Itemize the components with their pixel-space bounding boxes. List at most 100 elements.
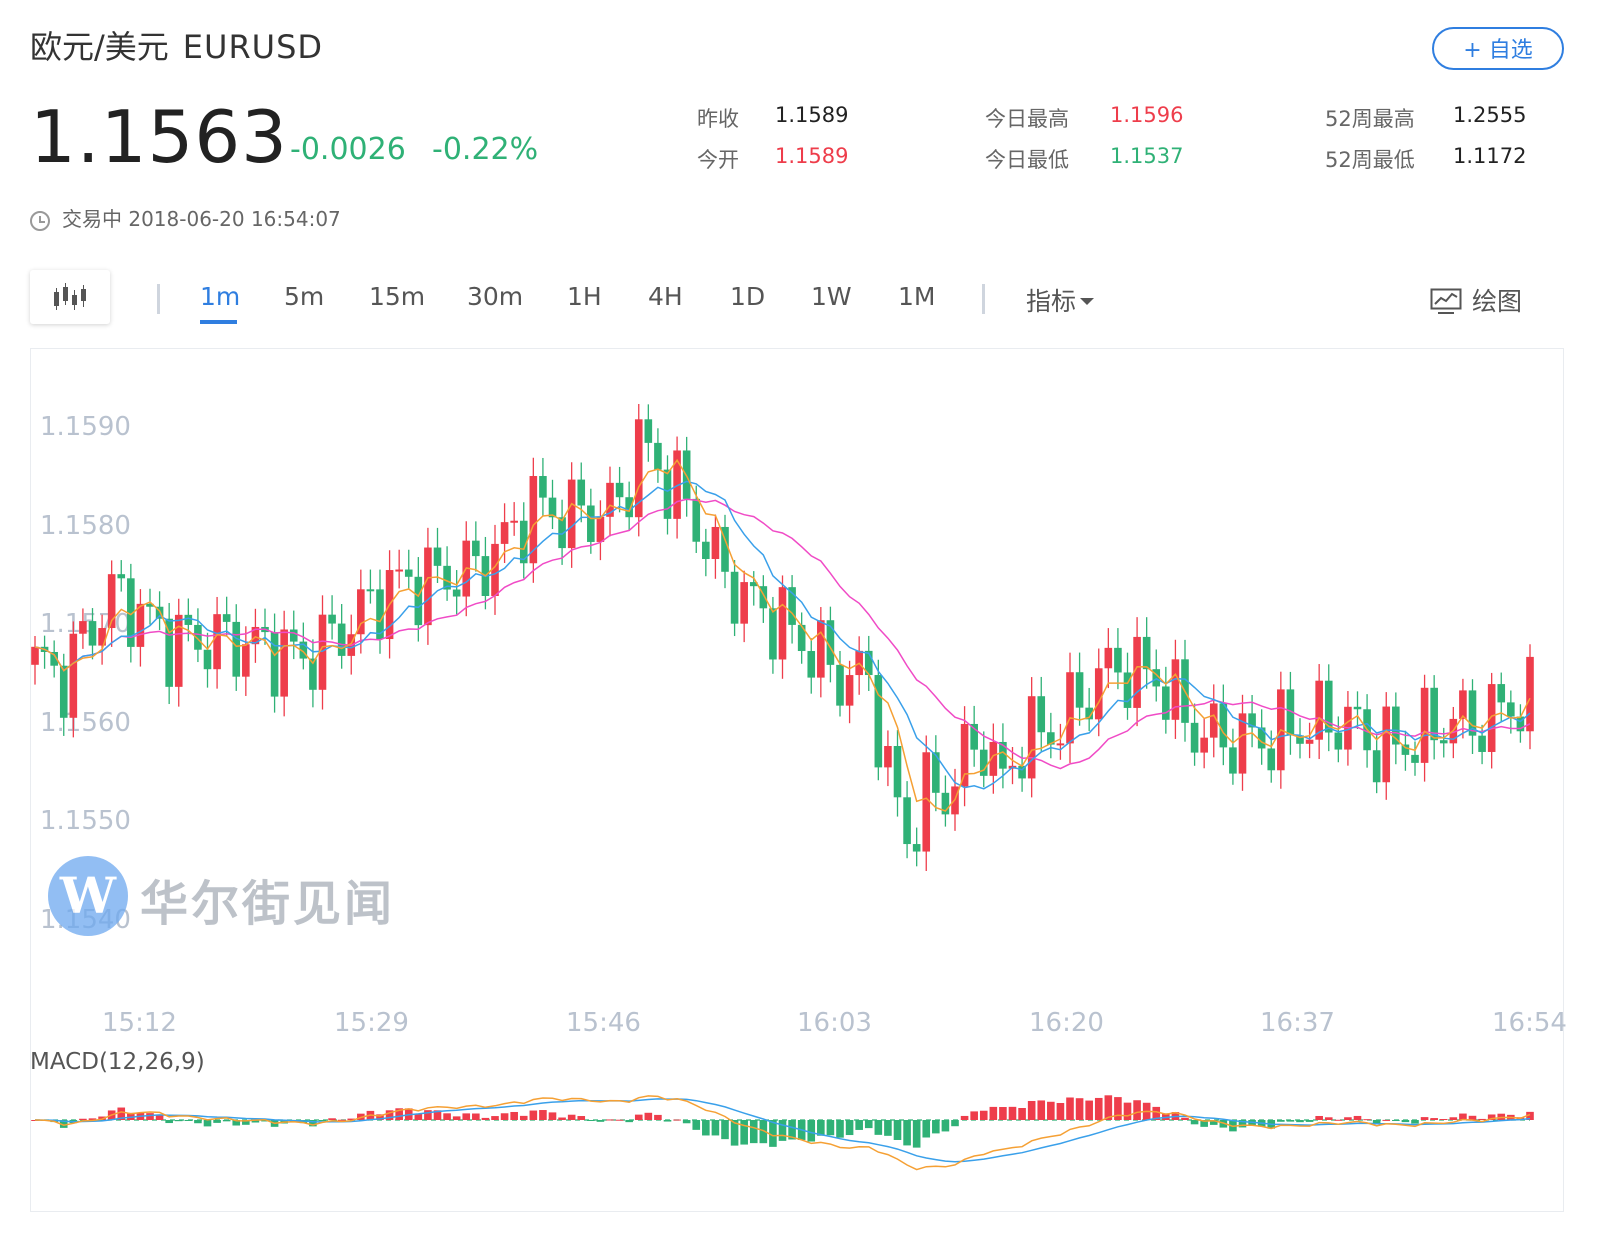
trading-status-text: 交易中 2018-06-20 16:54:07 bbox=[62, 207, 341, 231]
candle-body bbox=[117, 574, 126, 579]
candle-body bbox=[1094, 668, 1103, 720]
macd-bar bbox=[433, 1110, 442, 1120]
macd-bar bbox=[1372, 1120, 1381, 1125]
macd-bar bbox=[1286, 1120, 1295, 1122]
candle-body bbox=[1209, 703, 1218, 738]
candle-body bbox=[567, 479, 576, 549]
macd-bar bbox=[146, 1113, 154, 1120]
price-change-pct: -0.22% bbox=[432, 132, 539, 167]
candle-body bbox=[242, 644, 250, 677]
candle-body bbox=[730, 571, 739, 624]
trading-status: 交易中 2018-06-20 16:54:07 bbox=[30, 203, 341, 232]
macd-bar bbox=[1047, 1101, 1055, 1120]
candle-body bbox=[1056, 743, 1065, 746]
candle-body bbox=[864, 650, 873, 676]
candle-body bbox=[692, 498, 701, 542]
macd-bar bbox=[98, 1116, 106, 1120]
tab-4h[interactable]: 4H bbox=[648, 282, 683, 311]
macd-bar bbox=[79, 1118, 87, 1120]
macd-bar bbox=[587, 1120, 595, 1121]
candle-body bbox=[174, 614, 183, 687]
candle-body bbox=[357, 589, 365, 635]
candle-body bbox=[625, 497, 633, 518]
macd-bar bbox=[395, 1108, 403, 1120]
candle-body bbox=[443, 565, 451, 590]
x-tick-label: 15:12 bbox=[102, 1008, 177, 1038]
candle-body bbox=[1411, 754, 1419, 763]
draw-button[interactable]: 绘图 bbox=[1430, 282, 1522, 318]
candle-body bbox=[500, 522, 509, 544]
macd-bar bbox=[1305, 1120, 1314, 1122]
add-watchlist-button[interactable]: + 自选 bbox=[1432, 27, 1564, 70]
candle-body bbox=[884, 746, 892, 768]
candle-body bbox=[299, 641, 308, 659]
candle-body bbox=[1190, 722, 1199, 753]
macd-bar bbox=[1209, 1120, 1218, 1125]
candle-body bbox=[1286, 689, 1295, 736]
macd-bar bbox=[443, 1113, 451, 1120]
candle-body bbox=[251, 626, 260, 645]
instrument-name: 欧元/美元 bbox=[30, 28, 169, 66]
day-low-label: 今日最低 bbox=[985, 148, 1069, 172]
candle-body bbox=[711, 526, 720, 560]
x-tick-label: 15:46 bbox=[566, 1008, 641, 1038]
macd-bar bbox=[606, 1119, 614, 1121]
tab-1m[interactable]: 1m bbox=[200, 282, 241, 311]
candle-body bbox=[1085, 707, 1093, 720]
candle-body bbox=[903, 797, 911, 845]
macd-bar bbox=[194, 1120, 202, 1124]
candle-body bbox=[491, 543, 499, 596]
candle-body bbox=[1047, 732, 1055, 745]
candle-body bbox=[1401, 744, 1410, 755]
candle-body bbox=[404, 569, 413, 577]
macd-bar bbox=[328, 1118, 336, 1120]
macd-bar bbox=[337, 1119, 346, 1121]
tab-1h[interactable]: 1H bbox=[567, 282, 602, 311]
candle-body bbox=[1200, 737, 1208, 753]
macd-bar bbox=[184, 1120, 193, 1121]
macd-bar bbox=[519, 1115, 528, 1120]
macd-bar bbox=[912, 1120, 921, 1148]
candle-body bbox=[797, 624, 806, 652]
candle-body bbox=[376, 589, 384, 640]
candle-body bbox=[1075, 672, 1084, 708]
macd-bar bbox=[922, 1120, 931, 1138]
candle-body bbox=[1382, 706, 1391, 783]
macd-bar bbox=[855, 1120, 863, 1130]
chart-draw-icon bbox=[1430, 288, 1462, 314]
tab-5m[interactable]: 5m bbox=[284, 282, 325, 311]
candle-body bbox=[702, 541, 710, 560]
candle-body bbox=[127, 578, 135, 647]
candle-body bbox=[874, 675, 883, 768]
chart-panel[interactable] bbox=[30, 348, 1564, 1212]
indicator-dropdown[interactable]: 指标 bbox=[1026, 282, 1095, 318]
candle-body bbox=[539, 476, 547, 498]
candle-body bbox=[989, 741, 998, 776]
tab-30m[interactable]: 30m bbox=[467, 282, 524, 311]
macd-bar bbox=[491, 1116, 499, 1120]
macd-bar bbox=[174, 1120, 183, 1122]
macd-bar bbox=[644, 1112, 653, 1120]
tab-1w[interactable]: 1W bbox=[811, 282, 852, 311]
chart-type-button[interactable] bbox=[30, 270, 110, 324]
macd-bar bbox=[788, 1120, 796, 1140]
y-tick-label: 1.1590 bbox=[40, 412, 131, 442]
candle-body bbox=[1027, 696, 1036, 779]
macd-bar bbox=[702, 1120, 710, 1136]
macd-bar bbox=[1133, 1100, 1141, 1120]
macd-bar bbox=[452, 1116, 461, 1120]
candle-body bbox=[510, 520, 518, 523]
macd-bar bbox=[970, 1111, 978, 1120]
tab-1d[interactable]: 1D bbox=[730, 282, 766, 311]
macd-bar bbox=[634, 1114, 643, 1120]
macd-bar bbox=[1152, 1106, 1161, 1120]
macd-bar bbox=[1162, 1113, 1170, 1120]
tab-15m[interactable]: 15m bbox=[369, 282, 426, 311]
macd-bar bbox=[472, 1113, 480, 1120]
open-value: 1.1589 bbox=[775, 144, 849, 168]
candle-body bbox=[414, 576, 423, 626]
macd-bar bbox=[1353, 1115, 1362, 1120]
tab-1mo[interactable]: 1M bbox=[898, 282, 936, 311]
macd-bar bbox=[874, 1120, 883, 1135]
